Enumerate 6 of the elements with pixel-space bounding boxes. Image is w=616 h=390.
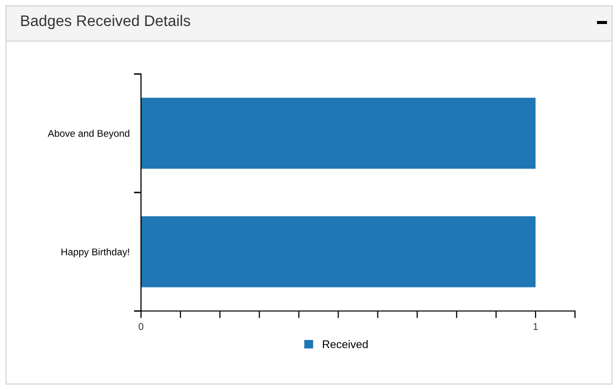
x-tick-label: 1 [534,323,538,330]
chart-title: Badges Received Details [21,14,190,30]
x-tick-label: 0 [138,323,144,330]
y-tick-label: Above and Beyond [48,130,130,139]
y-tick-label: Happy Birthday! [62,248,130,258]
legend-label: Received [322,340,368,348]
